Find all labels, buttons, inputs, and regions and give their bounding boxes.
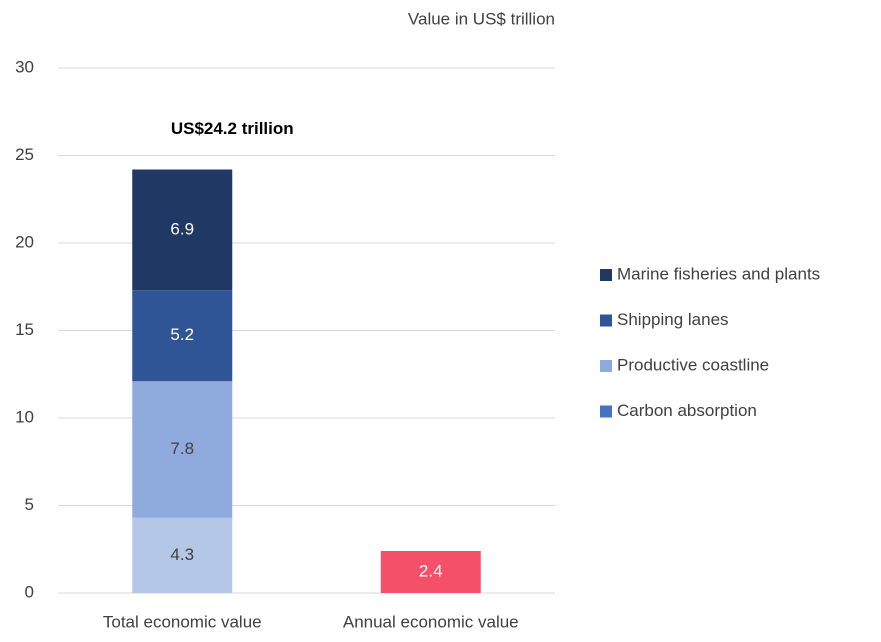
data-label: 7.8 [170,439,194,458]
bar-segment [132,517,233,593]
y-tick-label: 15 [15,320,34,339]
y-tick-label: 30 [15,57,34,76]
legend-swatch [600,360,612,372]
legend-swatch [600,314,612,327]
y-tick-label: 5 [25,495,34,514]
y-tick-label: 10 [15,407,34,426]
bar-segment [380,551,481,593]
y-tick-label: 0 [25,582,34,601]
annotation: US$24.2 trillion [171,119,294,138]
bar-segment [132,169,233,291]
bar-segment [132,290,233,382]
x-tick-label: Total economic value [103,612,262,631]
x-tick-label: Annual economic value [343,612,519,631]
legend-swatch [600,269,612,281]
legend-label: Marine fisheries and plants [617,264,820,283]
legend-label: Carbon absorption [617,401,757,420]
legend-label: Shipping lanes [617,310,729,329]
data-label: 5.2 [170,325,194,344]
y-tick-label: 25 [15,145,34,164]
y-tick-label: 20 [15,232,34,251]
data-label: 6.9 [170,219,194,238]
data-label: 4.3 [170,545,194,564]
axis-label: Value in US$ trillion [408,9,555,28]
bar-segment [132,381,233,518]
legend-swatch [600,405,612,418]
legend-label: Productive coastline [617,355,769,374]
data-label: 2.4 [419,561,443,580]
